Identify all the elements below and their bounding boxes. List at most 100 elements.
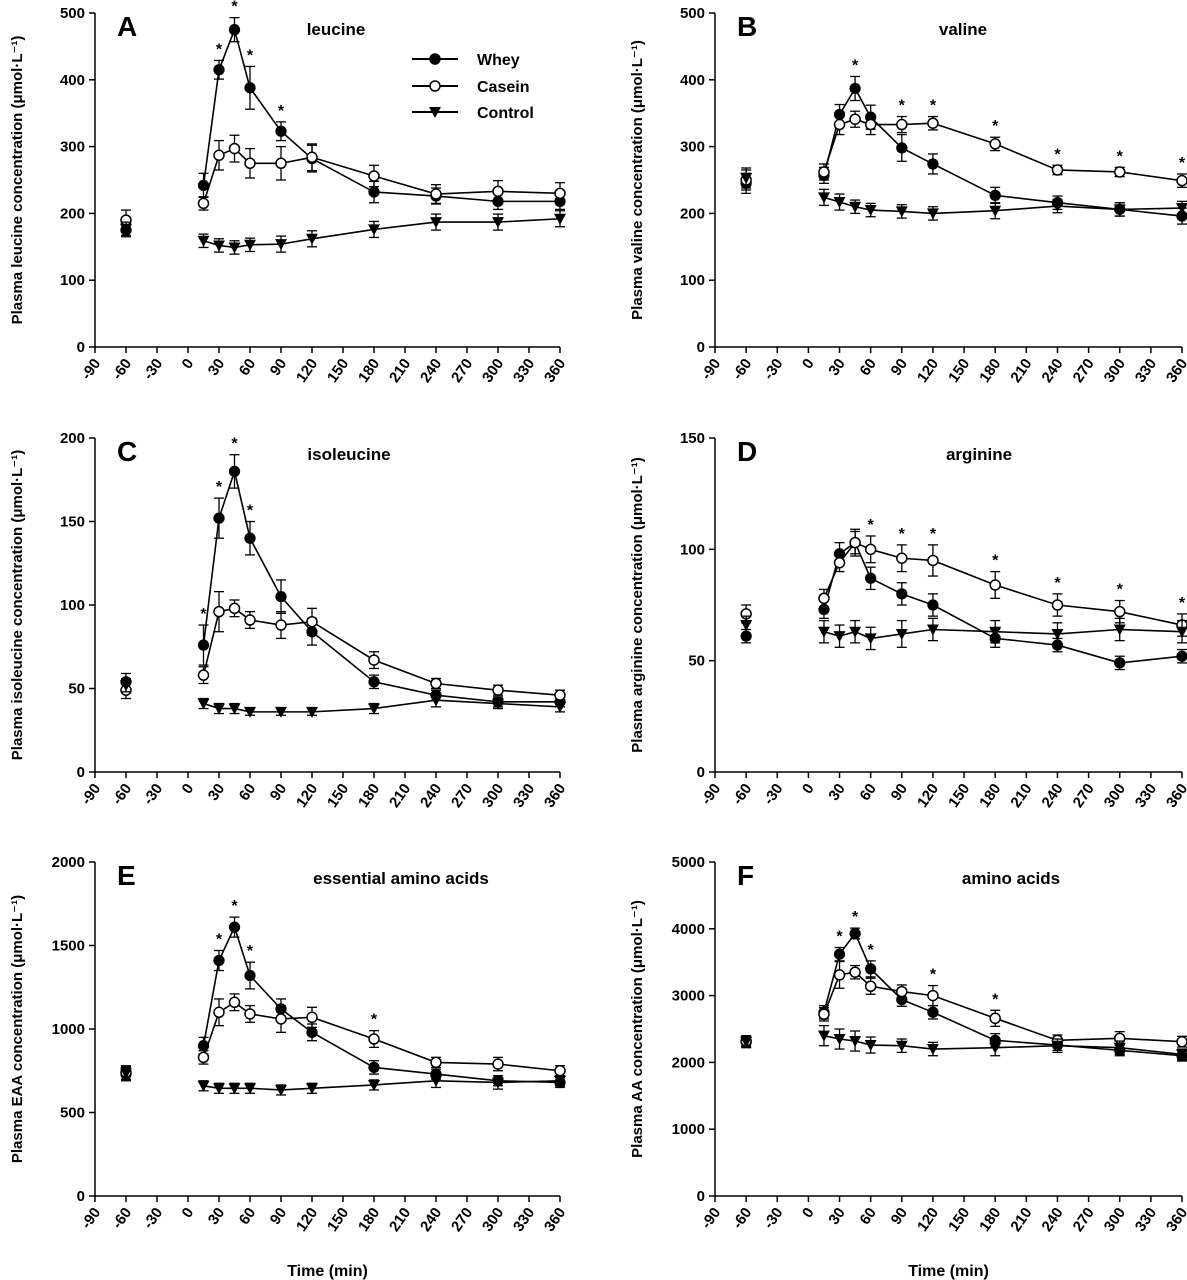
panel-letter: B [737, 11, 757, 42]
data-point-control [244, 1083, 256, 1095]
legend-entry-casein: Casein [412, 79, 529, 96]
data-point-casein [228, 996, 241, 1009]
x-tick-label: 270 [448, 356, 476, 386]
data-point-control [244, 239, 256, 251]
significance-star: * [1179, 595, 1186, 612]
data-point-casein [244, 1008, 256, 1020]
x-tick-label: 0 [179, 1205, 198, 1222]
data-point-whey [1114, 657, 1126, 669]
y-tick-label: 0 [697, 1188, 705, 1205]
data-point-casein [896, 552, 908, 564]
y-tick-label: 0 [77, 1188, 85, 1205]
data-point-control [817, 1030, 830, 1042]
data-point-control [306, 706, 318, 718]
series-line [203, 1079, 561, 1091]
data-point-whey [849, 927, 861, 940]
data-point-control [1176, 626, 1187, 638]
x-tick-label: 360 [1163, 356, 1187, 386]
y-tick-label: 4000 [672, 921, 705, 938]
data-point-whey [213, 512, 225, 524]
data-point-control [895, 628, 908, 640]
series-line [823, 628, 1183, 640]
data-point-control [197, 1080, 210, 1092]
data-point-control [213, 1083, 225, 1095]
y-tick-label: 400 [60, 72, 85, 89]
data-point-control [275, 706, 287, 718]
x-tick-label: 300 [1101, 356, 1129, 386]
series-line [823, 931, 1183, 1057]
data-point-casein [1051, 164, 1064, 176]
x-tick-label: -90 [78, 781, 104, 809]
data-point-control [849, 201, 862, 213]
significance-star: * [992, 118, 999, 135]
legend-label-control: Control [477, 105, 534, 122]
x-tick-label: 360 [541, 356, 569, 386]
y-tick-label: 0 [77, 339, 85, 356]
legend-label-whey: Whey [477, 52, 520, 69]
series-line [202, 147, 561, 204]
x-tick-label: 30 [825, 781, 848, 804]
data-point-control [430, 695, 442, 707]
data-point-control [1113, 204, 1126, 216]
data-point-casein [818, 166, 830, 178]
data-point-whey [228, 921, 241, 933]
data-point-control [1051, 628, 1064, 640]
x-tick-label: 150 [324, 356, 352, 386]
x-axis-label: Time (min) [287, 1263, 368, 1280]
x-tick-label: 90 [888, 1205, 911, 1228]
series-casein [120, 134, 566, 231]
significance-star: * [992, 553, 999, 570]
x-tick-label: -60 [109, 356, 135, 384]
x-tick-label: 180 [355, 356, 383, 386]
data-point-whey [865, 963, 877, 975]
data-point-whey [849, 82, 861, 95]
significance-star: * [371, 1012, 378, 1029]
x-tick-label: 150 [945, 356, 973, 386]
significance-star: * [247, 47, 254, 64]
significance-star: * [899, 526, 906, 543]
y-tick-label: 50 [688, 653, 705, 670]
y-tick-label: 0 [697, 339, 705, 356]
data-point-casein [849, 113, 861, 125]
data-point-control [492, 1077, 504, 1089]
x-tick-label: -90 [698, 1205, 724, 1233]
x-tick-label: 120 [914, 1205, 942, 1235]
y-tick-label: 5000 [672, 854, 705, 871]
x-tick-label: 120 [293, 781, 321, 811]
data-point-control [817, 626, 830, 638]
significance-star: * [1054, 146, 1061, 163]
data-point-control [197, 698, 210, 710]
panel-title: essential amino acids [313, 869, 489, 888]
x-tick-label: -30 [760, 356, 786, 384]
data-point-control [120, 680, 132, 692]
x-tick-label: 210 [1007, 1205, 1035, 1235]
data-point-casein [927, 554, 939, 567]
data-point-casein [864, 980, 877, 992]
y-tick-label: 500 [60, 5, 85, 22]
data-point-casein [833, 556, 846, 569]
data-point-control [989, 1042, 1002, 1054]
data-point-casein [368, 1033, 380, 1045]
significance-star: * [868, 517, 875, 534]
data-point-whey [989, 189, 1001, 202]
series-line [823, 541, 1183, 626]
panel-title: valine [939, 20, 987, 39]
legend-entry-whey: Whey [412, 52, 520, 69]
data-point-control [430, 1075, 442, 1087]
series-line [202, 468, 560, 703]
data-point-casein [989, 1012, 1001, 1025]
series-casein [740, 960, 1187, 1048]
data-point-control [926, 1044, 939, 1056]
y-tick-label: 200 [60, 430, 85, 447]
data-point-control [554, 213, 566, 225]
data-point-casein [197, 1051, 210, 1064]
series-line [202, 607, 561, 696]
data-point-control [554, 1075, 566, 1087]
data-point-casein [213, 605, 225, 618]
series-whey [120, 17, 566, 238]
y-tick-label: 2000 [52, 854, 85, 871]
data-point-whey [244, 532, 256, 544]
data-point-whey [368, 1061, 380, 1074]
significance-star: * [852, 909, 859, 926]
